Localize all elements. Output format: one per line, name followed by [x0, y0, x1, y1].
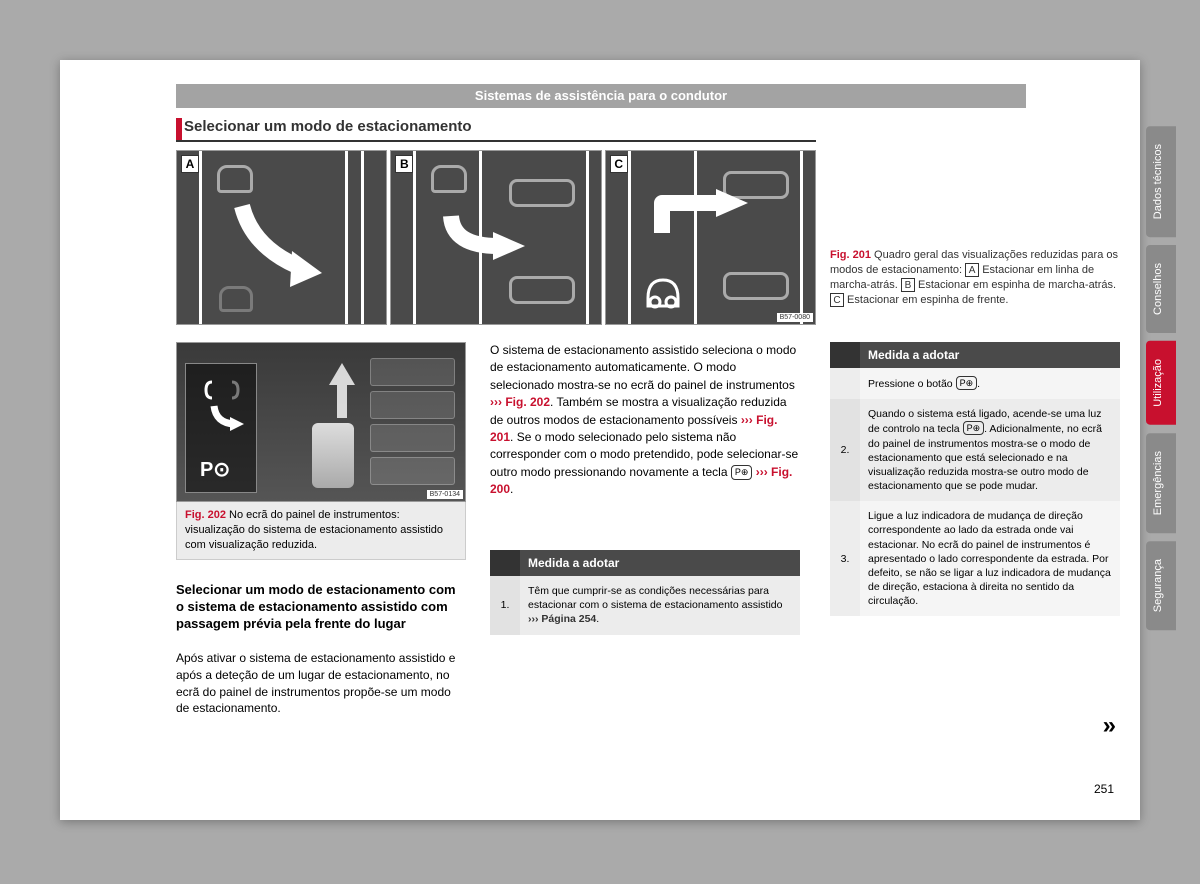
- table1-row1-num: 1.: [490, 576, 520, 635]
- tab-dados-tecnicos[interactable]: Dados técnicos: [1146, 126, 1176, 237]
- section-underline: [176, 140, 816, 142]
- arrow-c-icon: [640, 183, 770, 243]
- tab-conselhos[interactable]: Conselhos: [1146, 245, 1176, 333]
- parking-spots: [370, 358, 455, 488]
- arrow-b-icon: [433, 206, 553, 276]
- diagram-c-label: C: [610, 155, 628, 173]
- own-car-top-icon: [312, 423, 354, 488]
- fig202-caption: Fig. 202 No ecrã do painel de instrument…: [176, 502, 466, 560]
- park-button-icon: P⊕: [963, 421, 985, 435]
- diagram-b-label: B: [395, 155, 413, 173]
- diagram-a: A: [176, 150, 387, 325]
- fig201-diagrams: A B C: [176, 150, 816, 325]
- fig202-inset: P⊙: [185, 363, 257, 493]
- fig201-ref: Fig. 201: [830, 249, 871, 261]
- table2-num-header: [830, 342, 860, 368]
- table2-row2-num: 2.: [830, 399, 860, 501]
- diagram-b: B: [390, 150, 601, 325]
- col2-body: O sistema de estacionamento assistido se…: [490, 342, 800, 499]
- page-number: 251: [1094, 782, 1114, 796]
- fig201-caption: Fig. 201 Quadro geral das visualizações …: [830, 248, 1120, 307]
- col1-body: Após ativar o sistema de estacionamento …: [176, 650, 466, 717]
- tab-seguranca[interactable]: Segurança: [1146, 541, 1176, 630]
- section-marker: [176, 118, 182, 140]
- side-tabs: Dados técnicos Conselhos Utilização Emer…: [1146, 126, 1176, 630]
- chapter-header: Sistemas de assistência para o condutor: [176, 84, 1026, 108]
- park-button-icon: P⊕: [956, 376, 978, 390]
- inset-arrow-icon: [186, 368, 258, 448]
- fig202-image: P⊙ B57-0134: [176, 342, 466, 502]
- fig202: P⊙ B57-0134 Fig. 202 No ecrã do painel d…: [176, 342, 466, 560]
- steps-table-2: Medida a adotar Pressione o botão P⊕. 2.…: [830, 342, 1120, 616]
- own-car-icon: [640, 268, 686, 312]
- section-title: Selecionar um modo de estacionamento: [184, 118, 472, 135]
- diagram-c: C B57-0080: [605, 150, 816, 325]
- table2-row1-text: Pressione o botão P⊕.: [860, 368, 1120, 399]
- forward-arrow-icon: [327, 363, 357, 423]
- table2-header: Medida a adotar: [860, 342, 1120, 368]
- fig201-code: B57-0080: [777, 313, 813, 322]
- tab-emergencias[interactable]: Emergências: [1146, 433, 1176, 533]
- table2-row3-text: Ligue a luz indicadora de mudança de dir…: [860, 501, 1120, 616]
- table1-header: Medida a adotar: [520, 550, 800, 576]
- table2-row1-num: [830, 368, 860, 399]
- fig202-code: B57-0134: [427, 490, 463, 499]
- diagram-a-label: A: [181, 155, 199, 173]
- tab-utilizacao[interactable]: Utilização: [1146, 341, 1176, 425]
- col1-subtitle: Selecionar um modo de estacionamento com…: [176, 582, 466, 633]
- manual-page: Sistemas de assistência para o condutor …: [60, 60, 1140, 820]
- park-button-icon: P⊕: [731, 465, 753, 480]
- continue-arrow-icon: »: [1103, 712, 1116, 740]
- table1-num-header: [490, 550, 520, 576]
- steps-table-1: Medida a adotar 1. Têm que cumprir-se as…: [490, 550, 800, 635]
- table2-row2-text: Quando o sistema está ligado, acende-se …: [860, 399, 1120, 501]
- table1-row1-text: Têm que cumprir-se as condições necessár…: [520, 576, 800, 635]
- park-assist-p-icon: P⊙: [200, 457, 230, 482]
- table2-row3-num: 3.: [830, 501, 860, 616]
- arrow-a-icon: [222, 191, 342, 301]
